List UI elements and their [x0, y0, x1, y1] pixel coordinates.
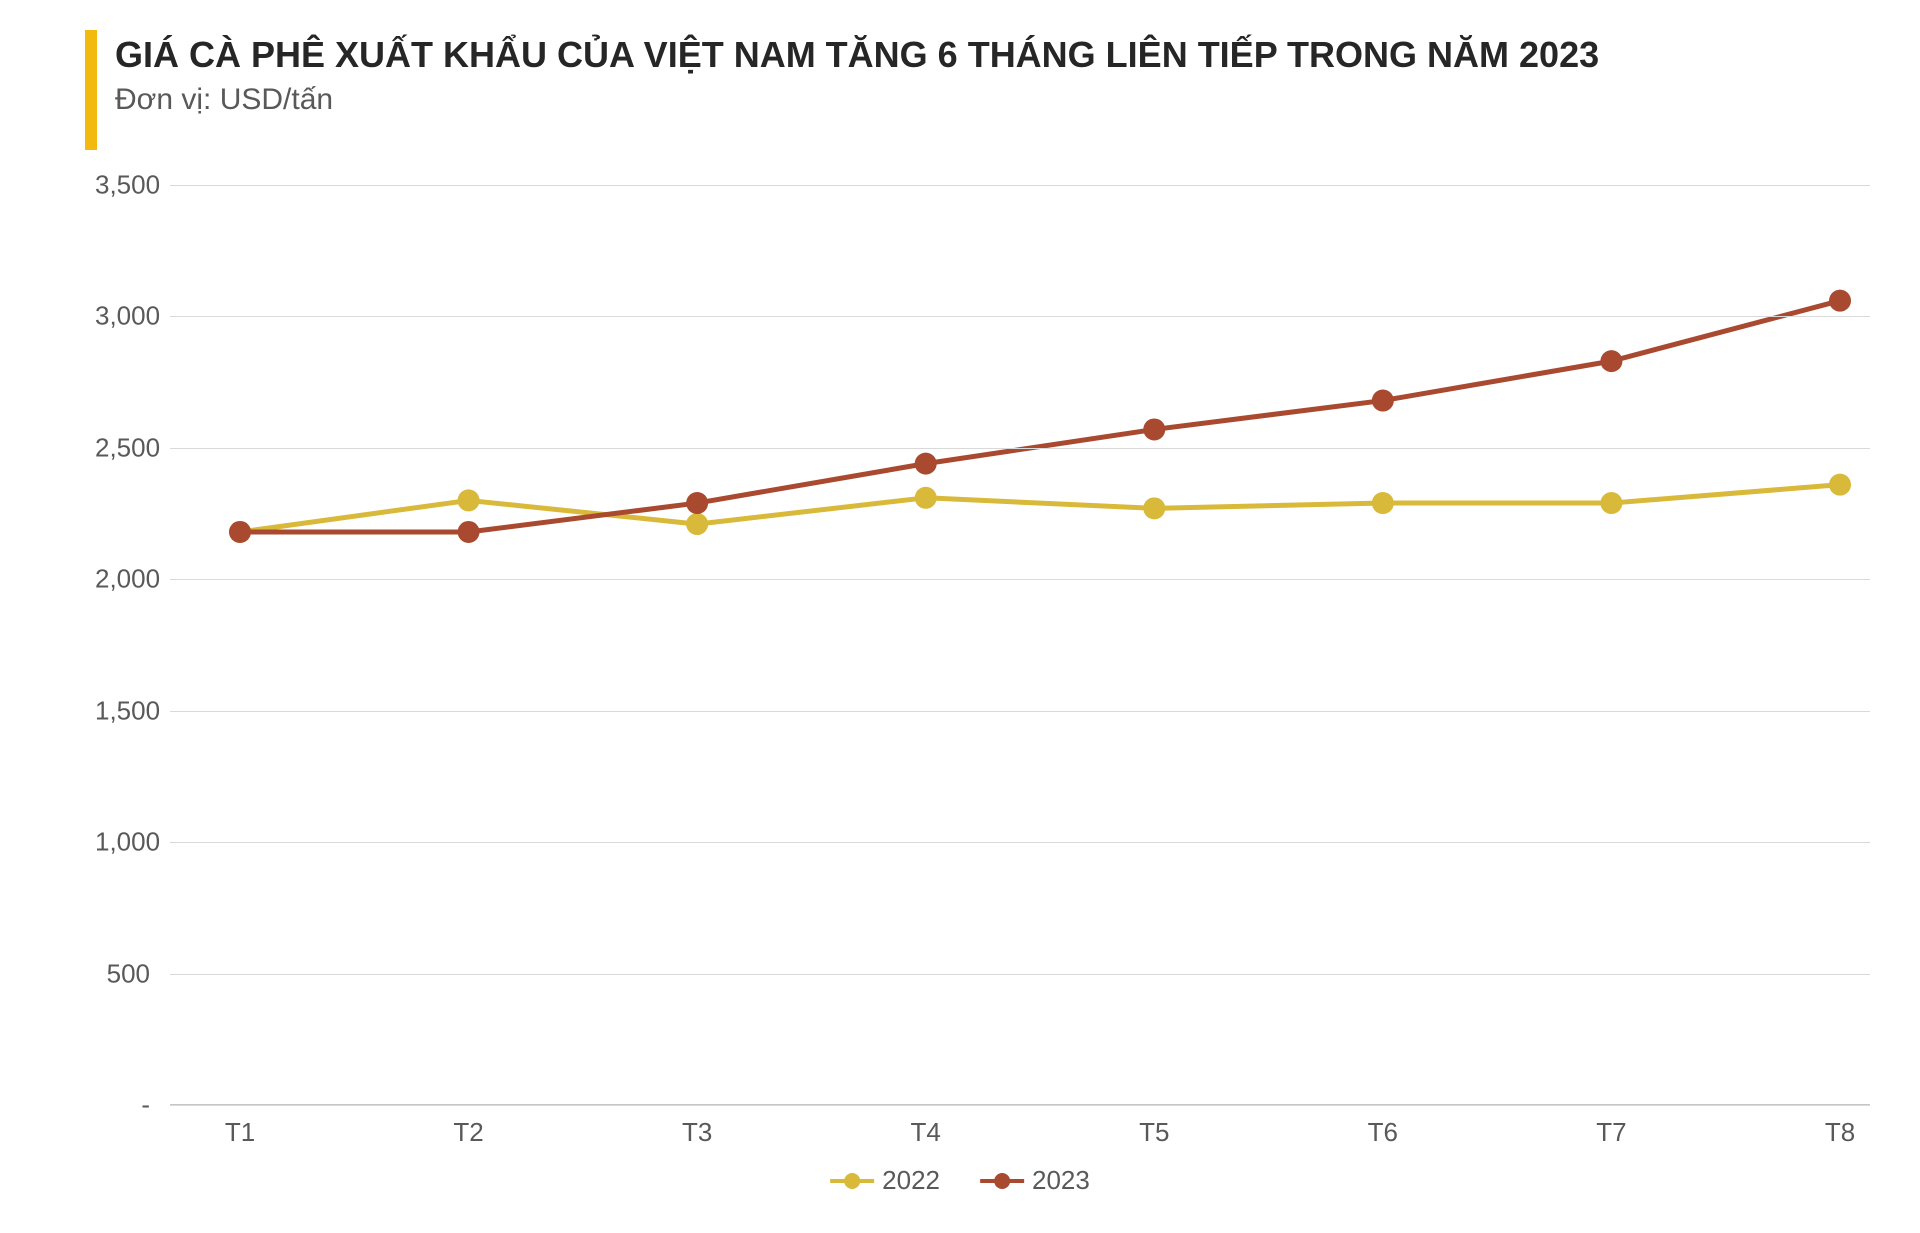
gridline [170, 579, 1870, 580]
data-marker [458, 489, 480, 511]
data-marker [1829, 290, 1851, 312]
plot-area [170, 185, 1870, 1105]
x-tick-label: T8 [1825, 1117, 1855, 1148]
chart-svg [170, 185, 1870, 1105]
data-marker [229, 521, 251, 543]
y-tick-label: 2,500 [95, 432, 150, 463]
y-tick-label: 1,000 [95, 827, 150, 858]
gridline [170, 185, 1870, 186]
x-tick-label: T3 [682, 1117, 712, 1148]
y-tick-label: - [95, 1090, 150, 1121]
x-tick-label: T7 [1596, 1117, 1626, 1148]
y-tick-label: 3,500 [95, 170, 150, 201]
y-tick-label: 1,500 [95, 695, 150, 726]
data-marker [1600, 492, 1622, 514]
y-tick-label: 3,000 [95, 301, 150, 332]
accent-bar [85, 30, 97, 150]
chart-subtitle: Đơn vị: USD/tấn [115, 83, 1599, 117]
legend-label: 2022 [882, 1165, 940, 1196]
legend-marker [980, 1171, 1024, 1191]
legend: 2022 2023 [830, 1165, 1090, 1196]
gridline [170, 711, 1870, 712]
legend-item: 2022 [830, 1165, 940, 1196]
data-marker [1372, 492, 1394, 514]
legend-label: 2023 [1032, 1165, 1090, 1196]
y-tick-label: 500 [95, 958, 150, 989]
gridline [170, 316, 1870, 317]
gridline [170, 974, 1870, 975]
data-marker [686, 513, 708, 535]
chart-title: GIÁ CÀ PHÊ XUẤT KHẨU CỦA VIỆT NAM TĂNG 6… [115, 32, 1599, 77]
y-tick-label: 2,000 [95, 564, 150, 595]
gridline [170, 842, 1870, 843]
data-marker [1600, 350, 1622, 372]
title-block: GIÁ CÀ PHÊ XUẤT KHẨU CỦA VIỆT NAM TĂNG 6… [115, 30, 1599, 117]
x-tick-label: T1 [225, 1117, 255, 1148]
gridline [170, 1105, 1870, 1106]
legend-marker [830, 1171, 874, 1191]
series-line [240, 301, 1840, 532]
data-marker [1143, 418, 1165, 440]
x-tick-label: T6 [1368, 1117, 1398, 1148]
data-marker [915, 487, 937, 509]
x-tick-label: T2 [453, 1117, 483, 1148]
chart-header: GIÁ CÀ PHÊ XUẤT KHẨU CỦA VIỆT NAM TĂNG 6… [85, 30, 1599, 150]
data-marker [1143, 497, 1165, 519]
data-marker [1372, 390, 1394, 412]
data-marker [686, 492, 708, 514]
x-tick-label: T4 [911, 1117, 941, 1148]
legend-item: 2023 [980, 1165, 1090, 1196]
data-marker [458, 521, 480, 543]
gridline [170, 448, 1870, 449]
data-marker [1829, 474, 1851, 496]
data-marker [915, 453, 937, 475]
series-line [240, 485, 1840, 532]
x-tick-label: T5 [1139, 1117, 1169, 1148]
